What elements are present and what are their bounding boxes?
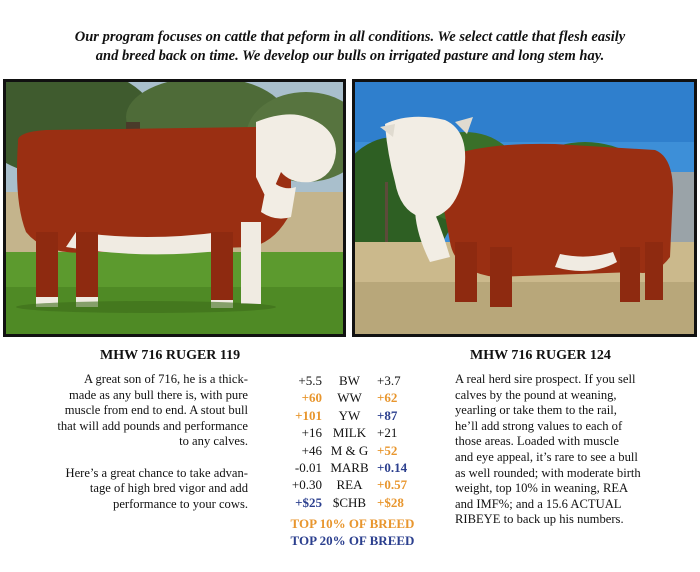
epd-trait-label: REA: [336, 477, 363, 493]
description-line: made as any bull there is, with pure: [68, 387, 248, 402]
description-line: calves by the pound at weaning,: [455, 387, 617, 402]
bull-119-illustration: [6, 82, 343, 334]
intro-text: Our program focuses on cattle that pefor…: [20, 28, 680, 66]
description-line: yearling or take them to the rail,: [455, 403, 617, 418]
description-paragraph: Here’s a great chance to take advan- tag…: [30, 466, 248, 513]
epd-value-ruger-119: +$25: [295, 494, 322, 510]
epd-value-ruger-124: +62: [377, 390, 398, 406]
epd-row: +46 M & G +52: [270, 442, 435, 459]
epd-value-ruger-119: +101: [295, 407, 322, 423]
description-line: A real herd sire prospect. If you sell: [455, 372, 636, 386]
description-line: and eye appeal, it’s rare to see a bull: [455, 449, 638, 464]
description-line: as well rounded; with moderate birth: [455, 465, 641, 480]
description-line: weight, top 10% in weaning, REA: [455, 481, 629, 496]
epd-row: -0.01 MARB +0.14: [270, 459, 435, 476]
description-line: muscle from end to end. A stout bull: [64, 403, 248, 418]
description-line: to any calves.: [179, 434, 248, 449]
epd-trait-label: BW: [339, 373, 360, 388]
bull-photo-ruger-119: [3, 79, 346, 337]
epd-value-ruger-119: +16: [301, 425, 322, 441]
epd-table: +5.5 BW +3.7 +60 WW +62 +101 YW +87 +16 MILK +21 +46…: [270, 372, 435, 549]
epd-value-ruger-119: +0.30: [291, 477, 322, 493]
bull-124-illustration: [355, 82, 694, 334]
description-line: that will add pounds and performance: [57, 418, 248, 433]
intro-line-2: and breed back on time. We develop our b…: [95, 48, 605, 64]
description-line: tage of high bred vigor and add: [89, 481, 248, 496]
epd-value-ruger-119: +60: [301, 390, 322, 406]
epd-value-ruger-124: +0.57: [377, 477, 408, 493]
epd-trait-label: MARB: [330, 459, 369, 475]
epd-rows: +5.5 BW +3.7 +60 WW +62 +101 YW +87 +16 MILK +21 +46…: [270, 372, 435, 511]
description-line: he’ll add strong values to each of: [455, 418, 623, 433]
epd-value-ruger-124: +0.14: [377, 459, 408, 475]
bull-name-ruger-124: MHW 716 RUGER 124: [470, 348, 611, 363]
epd-trait-label: YW: [338, 407, 361, 423]
bull-photo-ruger-124: [352, 79, 697, 337]
description-paragraph: A great son of 716, he is a thick- made …: [30, 372, 248, 450]
legend-top10: TOP 10% OF BREED: [290, 516, 415, 532]
epd-trait-label: MILK: [332, 425, 367, 441]
epd-trait-label: WW: [337, 390, 362, 406]
epd-trait-label: $CHB: [332, 494, 367, 510]
description-line: those areas. Loaded with muscle: [455, 434, 620, 449]
epd-value-ruger-119: -0.01: [294, 459, 322, 475]
epd-value-ruger-124: +21: [377, 425, 398, 441]
epd-value-ruger-124: +3.7: [377, 373, 401, 388]
description-paragraph: A real herd sire prospect. If you sell c…: [455, 372, 655, 528]
epd-row: +5.5 BW +3.7: [270, 372, 435, 389]
description-line: A great son of 716, he is a thick-: [83, 372, 248, 386]
legend-top20: TOP 20% OF BREED: [290, 533, 415, 549]
description-line: Here’s a great chance to take advan-: [65, 465, 248, 480]
intro-line-1: Our program focuses on cattle that pefor…: [74, 29, 626, 45]
epd-value-ruger-119: +46: [301, 442, 322, 458]
epd-trait-label: M & G: [330, 442, 369, 458]
epd-value-ruger-124: +87: [377, 407, 398, 423]
description-line: performance to your cows.: [113, 496, 248, 511]
bull-description-ruger-124: A real herd sire prospect. If you sell c…: [455, 372, 655, 528]
bull-description-ruger-119: A great son of 716, he is a thick- made …: [30, 372, 248, 512]
epd-row: +101 YW +87: [270, 407, 435, 424]
bull-name-ruger-119: MHW 716 RUGER 119: [100, 348, 241, 363]
epd-row: +$25 $CHB +$28: [270, 494, 435, 511]
epd-row: +60 WW +62: [270, 389, 435, 406]
description-line: and IMF%; and a 15.6 ACTUAL: [455, 496, 622, 511]
epd-row: +16 MILK +21: [270, 424, 435, 441]
epd-value-ruger-119: +5.5: [298, 373, 322, 388]
epd-value-ruger-124: +52: [377, 442, 398, 458]
epd-row: +0.30 REA +0.57: [270, 476, 435, 493]
description-line: RIBEYE to back up his numbers.: [455, 512, 624, 527]
epd-value-ruger-124: +$28: [377, 494, 404, 510]
